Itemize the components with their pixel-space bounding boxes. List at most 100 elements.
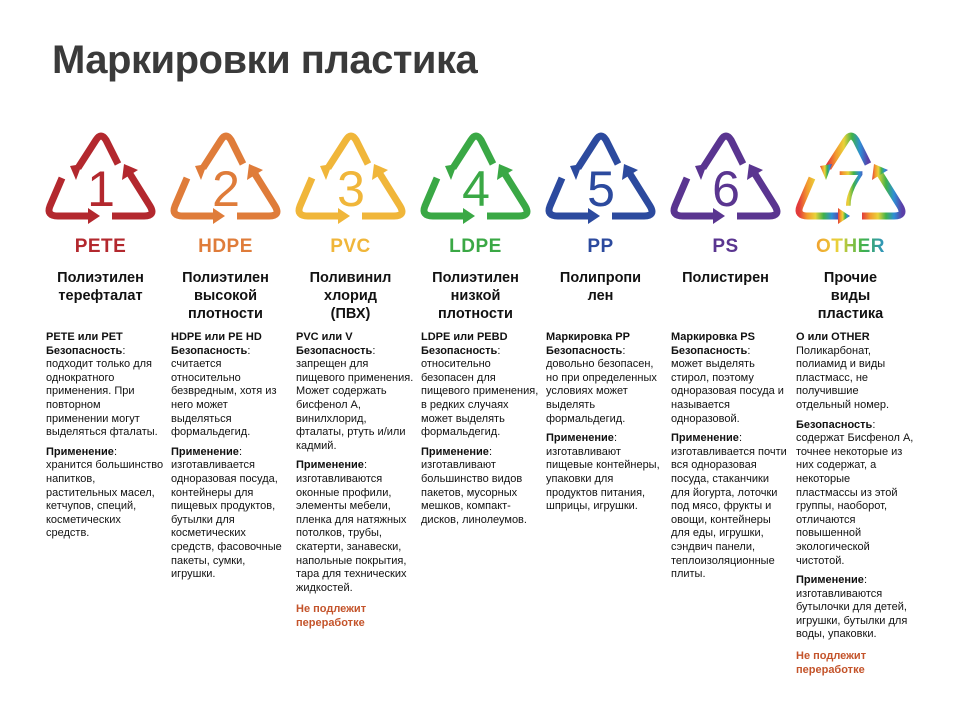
resin-code-number: 3 <box>337 161 365 217</box>
resin-code-label: LDPE <box>449 236 502 257</box>
section-label: Применение <box>296 459 364 472</box>
plastic-name-line: Полиэтилен <box>57 270 144 286</box>
marking-title: LDPE или PEBD <box>421 331 508 343</box>
section-text: изготавливают пищевые контейнеры, упаков… <box>546 445 660 513</box>
plastic-name: Полиэтилен высокой плотности <box>163 269 288 331</box>
plastic-column-pete: 1 PETE Полиэтилен терефталат PETE или PET Бе… <box>38 128 163 547</box>
section-label: Безопасность <box>796 418 873 431</box>
resin-code-label: HDPE <box>198 236 253 257</box>
plastic-name: Поливинил хлорид (ПВХ) <box>288 269 413 331</box>
plastic-name-line: хлорид <box>324 288 377 304</box>
section-label: Безопасность <box>296 344 373 357</box>
plastic-name-line: Полистирен <box>682 270 769 286</box>
plastic-column-pp: 5 PP Полипропи лен Маркировка PP Безопасност… <box>538 128 663 520</box>
plastic-name: Полиэтилен терефталат <box>38 269 163 331</box>
section-safety: Безопасность: относительно безопасен для … <box>421 344 539 439</box>
section-text: довольно безопасен, но при определенных … <box>546 358 657 425</box>
plastic-name-line: плотности <box>438 306 513 322</box>
plastic-description: О или OTHER Поликарбонат, полиамид и виды… <box>788 331 914 677</box>
plastic-name-line: Прочие <box>823 270 878 286</box>
plastic-name: Полистирен <box>663 269 788 331</box>
section-text: изготавливается почти вся одноразовая по… <box>671 445 787 581</box>
not-recyclable-warning: Не подлежит переработке <box>796 650 867 676</box>
resin-code-label: PVC <box>330 236 371 257</box>
plastic-column-pvc: 3 PVC Поливинил хлорид (ПВХ) PVC или V Безопа… <box>288 128 413 630</box>
plastic-name-line: пластика <box>817 306 884 322</box>
section-label: Применение <box>171 445 239 458</box>
section-usage: Применение: изготавливаются бутылочки для… <box>796 574 908 641</box>
section-label: Безопасность <box>46 344 123 357</box>
plastic-name-line: Полиэтилен <box>432 270 519 286</box>
marking-title: Маркировка PP <box>546 331 630 343</box>
section-text: содержат Бисфенол А, точнее некоторые из… <box>796 432 914 567</box>
recycling-triangle-icon: 2 <box>170 132 280 224</box>
plastic-column-hdpe: 2 HDPE Полиэтилен высокой плотности HDPE или… <box>163 128 288 588</box>
section-text: изготавливаются бутылочки для детей, игр… <box>796 587 908 641</box>
plastic-column-other: 7 OTHER Прочие виды пластика О или OTHER Поли… <box>788 128 913 677</box>
plastic-name: Полиэтилен низкой плотности <box>413 269 538 331</box>
plastic-name: Прочие виды пластика <box>788 269 913 331</box>
plastic-name-line: Полипропи <box>559 270 642 286</box>
section-text: подходит только для однократного примене… <box>46 358 158 439</box>
section-label: Безопасность <box>671 344 748 357</box>
resin-code-number: 2 <box>212 161 240 217</box>
section-text: изготавливают большинство видов пакетов,… <box>421 459 527 526</box>
recycling-triangle-icon: 6 <box>670 132 780 224</box>
resin-code-label: OTHER <box>788 236 913 258</box>
resin-code-number: 6 <box>712 161 740 217</box>
intro-text: Поликарбонат, полиамид и виды пластмасс,… <box>796 344 890 411</box>
section-text: считается относительно безвредным, хотя … <box>171 358 277 439</box>
plastic-name-line: Поливинил <box>309 270 392 286</box>
section-label: Применение <box>796 574 864 587</box>
resin-code-number: 5 <box>587 161 615 217</box>
resin-code-label: PP <box>587 236 614 257</box>
plastic-description: HDPE или PE HD Безопасность: считается отн… <box>163 331 289 582</box>
section-text: изготавливается одноразовая посуда, конт… <box>171 459 282 581</box>
section-safety: Безопасность: может выделять стирол, поэт… <box>671 344 784 425</box>
plastic-name: Полипропи лен <box>538 269 663 331</box>
section-usage: Применение: изготавливается почти вся одн… <box>671 432 787 581</box>
section-label: Применение <box>46 445 114 458</box>
section-safety: Безопасность: считается относительно безв… <box>171 344 277 439</box>
plastic-description: Маркировка PS Безопасность: может выделять… <box>663 331 789 582</box>
plastic-column-ldpe: 4 LDPE Полиэтилен низкой плотности LDPE или … <box>413 128 538 533</box>
recycling-triangle-icon: 7 <box>795 132 905 224</box>
marking-title: О или OTHER <box>796 331 870 343</box>
plastic-name-line: Полиэтилен <box>182 270 269 286</box>
plastic-description: LDPE или PEBD Безопасность: относительно б… <box>413 331 539 527</box>
resin-code-number: 7 <box>837 161 865 217</box>
section-label: Безопасность <box>171 344 248 357</box>
marking-title: HDPE или PE HD <box>171 331 262 343</box>
section-usage: Применение: изготавливаются оконные профи… <box>296 459 407 594</box>
plastic-name-line: высокой <box>193 288 258 304</box>
plastic-name-line: плотности <box>188 306 263 322</box>
plastic-description: PETE или PET Безопасность: подходит только… <box>38 331 164 541</box>
recycling-triangle-icon: 5 <box>545 132 655 224</box>
section-safety: Безопасность: содержат Бисфенол А, точнее… <box>796 418 914 567</box>
section-label: Безопасность <box>546 344 623 357</box>
section-label: Применение <box>546 432 614 445</box>
section-label: Применение <box>421 445 489 458</box>
section-usage: Применение: изготавливают пищевые контейн… <box>546 432 660 513</box>
resin-code-number: 4 <box>462 161 490 217</box>
marking-title: PETE или PET <box>46 331 123 343</box>
plastic-name-line: терефталат <box>58 288 143 304</box>
page-title: Маркировки пластика <box>52 38 478 82</box>
section-text: относительно безопасен для пищевого прим… <box>421 358 539 439</box>
plastic-name-line: виды <box>830 288 871 304</box>
plastic-column-ps: 6 PS Полистирен Маркировка PS Безопасность:… <box>663 128 788 588</box>
section-usage: Применение: изготавливается одноразовая п… <box>171 445 282 581</box>
plastic-name-line: (ПВХ) <box>330 306 371 322</box>
recycling-triangle-icon: 4 <box>420 132 530 224</box>
section-text: запрещен для пищевого применения. Может … <box>296 358 414 452</box>
section-usage: Применение: изготавливают большинство вид… <box>421 445 527 526</box>
not-recyclable-warning: Не подлежит переработке <box>296 603 367 629</box>
section-usage: Применение: хранится большинство напитков… <box>46 445 164 540</box>
resin-code-label: PS <box>712 236 739 257</box>
plastic-description: Маркировка PP Безопасность: довольно безоп… <box>538 331 664 514</box>
recycling-triangle-icon: 3 <box>295 132 405 224</box>
marking-title: PVC или V <box>296 331 353 343</box>
section-text: может выделять стирол, поэтому одноразов… <box>671 358 784 425</box>
section-safety: Безопасность: запрещен для пищевого приме… <box>296 344 414 452</box>
resin-code-number: 1 <box>87 161 115 217</box>
